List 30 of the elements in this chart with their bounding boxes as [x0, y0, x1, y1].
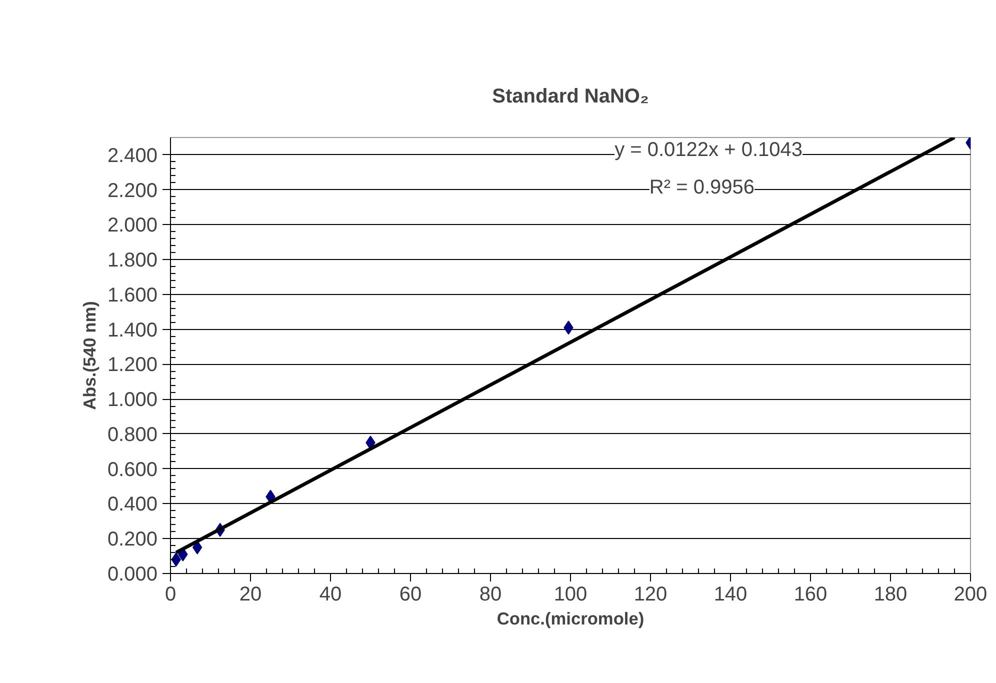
y-tick-label: 0.000 — [107, 564, 158, 586]
y-tick-label: 0.400 — [107, 494, 158, 516]
y-tick-label: 1.000 — [107, 389, 158, 412]
y-tick-label: 0.800 — [107, 424, 158, 446]
x-tick-label: 20 — [239, 584, 262, 606]
x-tick-label: 100 — [554, 584, 588, 606]
y-tick-label: 2.200 — [107, 180, 158, 202]
annotation: R² = 0.9956 — [649, 176, 755, 198]
x-tick-label: 120 — [634, 584, 668, 606]
x-tick-label: 160 — [794, 584, 828, 606]
x-tick-label: 40 — [319, 584, 342, 606]
chart-title: Standard NaNO₂ — [492, 86, 649, 108]
y-tick-label: 0.600 — [107, 458, 158, 481]
x-tick-label: 60 — [399, 584, 422, 606]
y-tick-label: 1.400 — [107, 319, 158, 342]
y-tick-label: 0.200 — [107, 528, 158, 551]
x-tick-label: 200 — [954, 584, 988, 606]
point — [192, 540, 202, 554]
x-axis-title: Conc.(micromole) — [496, 608, 644, 628]
y-tick-label: 1.200 — [107, 354, 158, 376]
x-tick-label: 180 — [874, 584, 908, 606]
x-tick-label: 140 — [714, 584, 748, 606]
y-axis-title: Abs.(540 nm) — [79, 301, 100, 410]
x-tick-label: 80 — [479, 584, 502, 606]
y-tick-label: 2.000 — [107, 214, 158, 237]
annotation: y = 0.0122x + 0.1043 — [614, 139, 803, 162]
x-tick-label: 0 — [164, 584, 176, 606]
y-tick-label: 2.400 — [107, 144, 158, 167]
y-tick-label: 1.800 — [107, 250, 158, 272]
y-tick-label: 1.600 — [107, 284, 158, 306]
